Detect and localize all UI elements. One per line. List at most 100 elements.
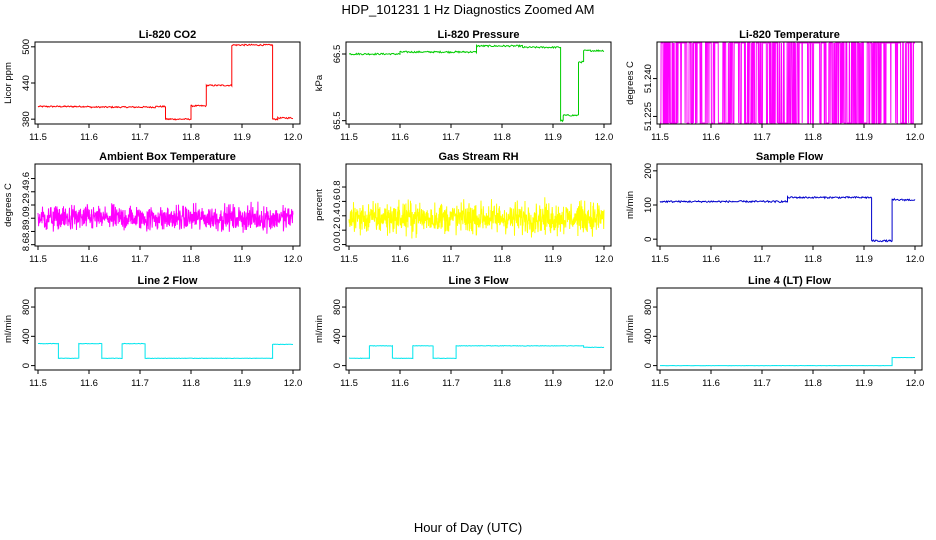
x-tick-label: 11.8	[182, 378, 200, 389]
x-tick-label: 11.5	[340, 254, 358, 265]
y-tick-label: 8.6	[21, 238, 32, 251]
y-tick-label: 9.0	[21, 212, 32, 225]
x-tick-label: 11.7	[442, 254, 460, 265]
y-tick-label: 9.4	[21, 185, 32, 198]
series-line	[37, 43, 294, 121]
y-tick-label: 0	[332, 363, 343, 368]
chart-panel: Li-820 CO2 11.5 11.6 11.7 11.8 11.9 12.0 380 440…	[3, 29, 302, 143]
plot-frame	[656, 287, 923, 371]
x-tick-label: 11.9	[233, 254, 251, 265]
series-line	[349, 43, 605, 123]
y-tick-label: 200	[643, 163, 654, 179]
x-tick-label: 11.7	[442, 132, 460, 143]
x-tick-label: 12.0	[906, 132, 925, 143]
y-axis-label: ml/min	[3, 315, 14, 343]
x-tick-label: 11.8	[804, 254, 822, 265]
y-axis-label: kPa	[314, 74, 325, 91]
y-tick-label: 0.8	[332, 180, 343, 193]
y-tick-label: 66.5	[332, 45, 343, 64]
x-tick-label: 11.6	[391, 132, 409, 143]
x-tick-label: 12.0	[906, 378, 925, 389]
y-axis-label: ml/min	[314, 315, 325, 343]
x-tick-label: 11.8	[182, 254, 200, 265]
y-tick-label: 9.6	[21, 172, 32, 185]
x-tick-label: 11.5	[29, 378, 47, 389]
y-axis-label: ml/min	[625, 315, 636, 343]
x-tick-label: 12.0	[284, 132, 303, 143]
x-tick-label: 11.9	[544, 132, 562, 143]
y-tick-label: 800	[21, 299, 32, 315]
x-tick-label: 11.6	[391, 254, 409, 265]
panel-title: Ambient Box Temperature	[99, 151, 236, 163]
x-tick-label: 11.8	[182, 132, 200, 143]
y-tick-label: 0.0	[332, 238, 343, 251]
chart-panel: Li-820 Pressure 11.5 11.6 11.7 11.8 11.9 12.0 6…	[314, 29, 613, 143]
y-axis-label: percent	[314, 189, 325, 221]
x-tick-label: 11.6	[80, 132, 98, 143]
y-tick-label: 500	[21, 39, 32, 55]
x-tick-label: 12.0	[284, 254, 303, 265]
series-line	[659, 195, 916, 243]
x-tick-label: 12.0	[595, 378, 614, 389]
y-axis-label: Licor ppm	[3, 62, 14, 104]
chart-panel: Li-820 Temperature 11.5 11.6 11.7 11.8 11.9 12…	[625, 29, 924, 143]
x-tick-label: 11.5	[651, 378, 669, 389]
y-tick-label: 400	[643, 328, 654, 344]
x-tick-label: 11.9	[233, 378, 251, 389]
y-tick-label: 0	[643, 363, 654, 368]
y-tick-label: 51.225	[643, 102, 654, 131]
x-tick-label: 11.9	[855, 378, 873, 389]
x-tick-label: 11.6	[80, 378, 98, 389]
panel-title: Sample Flow	[756, 151, 824, 163]
x-tick-label: 11.6	[702, 378, 720, 389]
x-tick-label: 11.5	[29, 254, 47, 265]
x-tick-label: 11.8	[493, 378, 511, 389]
x-tick-label: 12.0	[595, 254, 614, 265]
x-tick-label: 11.7	[753, 132, 771, 143]
x-tick-label: 11.5	[651, 254, 669, 265]
x-tick-label: 11.5	[29, 132, 47, 143]
chart-panel: Gas Stream RH 11.5 11.6 11.7 11.8 11.9 12.0 0.0…	[314, 151, 613, 265]
x-tick-label: 11.9	[855, 254, 873, 265]
y-axis-label: degrees C	[625, 61, 636, 105]
panel-title: Li-820 Temperature	[739, 29, 840, 41]
y-tick-label: 9.2	[21, 198, 32, 211]
x-tick-label: 11.7	[442, 378, 460, 389]
series-line	[660, 356, 916, 367]
plot-frame	[34, 163, 301, 247]
plot-frame	[34, 41, 301, 125]
x-tick-label: 12.0	[284, 378, 303, 389]
y-tick-label: 800	[332, 299, 343, 315]
y-tick-label: 0.6	[332, 195, 343, 208]
x-tick-label: 12.0	[906, 254, 925, 265]
y-tick-label: 380	[21, 111, 32, 127]
y-tick-label: 400	[332, 328, 343, 344]
x-tick-label: 11.7	[131, 378, 149, 389]
y-axis-label: degrees C	[3, 183, 14, 227]
plot-frame	[345, 41, 612, 125]
plot-frame	[34, 287, 301, 371]
x-tick-label: 11.7	[131, 132, 149, 143]
y-tick-label: 0.2	[332, 224, 343, 237]
plot-frame	[656, 163, 923, 247]
chart-panel: Line 4 (LT) Flow 11.5 11.6 11.7 11.8 11.9 12.0…	[625, 275, 924, 389]
y-tick-label: 440	[21, 75, 32, 91]
panel-title: Li-820 CO2	[139, 29, 196, 41]
x-tick-label: 11.7	[753, 378, 771, 389]
y-tick-label: 800	[643, 299, 654, 315]
series-line	[660, 42, 915, 124]
y-tick-label: 65.5	[332, 111, 343, 129]
y-tick-label: 8.8	[21, 225, 32, 238]
y-tick-label: 0	[643, 237, 654, 242]
x-tick-label: 11.6	[391, 378, 409, 389]
x-tick-label: 11.8	[804, 132, 822, 143]
x-tick-label: 11.6	[80, 254, 98, 265]
x-tick-label: 11.7	[131, 254, 149, 265]
plot-frame	[345, 163, 612, 247]
y-tick-label: 100	[643, 197, 654, 213]
chart-panel: Sample Flow 11.5 11.6 11.7 11.8 11.9 12.0 0 100 2…	[625, 151, 924, 265]
y-tick-label: 0.4	[332, 209, 343, 222]
figure-title: HDP_101231 1 Hz Diagnostics Zoomed AM	[342, 2, 595, 17]
panel-title: Gas Stream RH	[438, 151, 518, 163]
